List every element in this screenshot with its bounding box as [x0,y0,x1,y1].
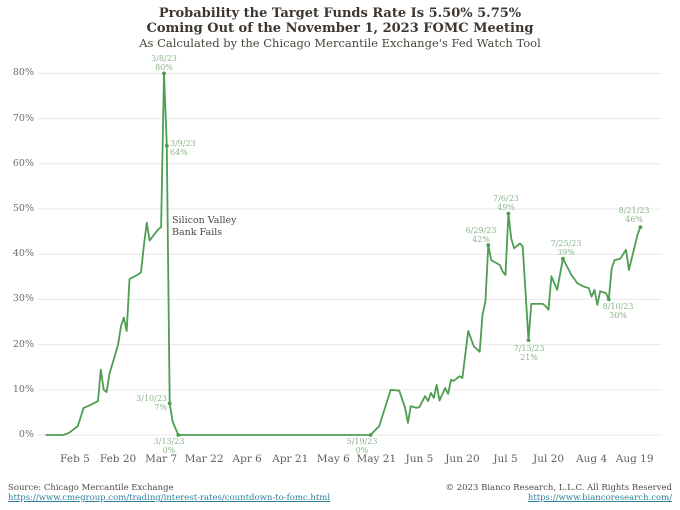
annotation-value: 0% [162,446,176,455]
data-point-marker [162,71,166,76]
x-axis-tick-label: Feb 20 [99,453,137,465]
svb-fails-note-line1: Silicon Valley [172,215,237,226]
annotation-label: 3/8/23 80% [129,54,199,72]
annotation-label: 7/6/23 49% [471,194,541,212]
data-point-marker [486,243,491,248]
y-axis-tick-label: 10% [12,383,34,395]
y-axis-tick-label: 40% [12,248,34,260]
source-link[interactable]: https://www.cmegroup.com/trading/interes… [8,493,331,503]
chart-title-block: Probability the Target Funds Rate Is 5.5… [0,6,680,50]
x-axis-tick-label: Jun 20 [445,453,480,465]
annotation-value: 49% [497,203,515,212]
annotation-label: 3/10/23 7% [97,394,167,412]
y-axis-tick-label: 50% [12,203,34,214]
y-axis-tick-label: 30% [12,293,34,305]
data-point-marker [606,297,611,302]
annotation-value: 42% [472,235,490,244]
annotation-value: 7% [154,403,167,412]
x-axis-tick-label: May 21 [356,453,397,465]
data-point-marker [167,401,172,406]
annotation-date: 5/19/23 [346,437,378,446]
data-point-marker [176,433,181,437]
x-axis-tick-label: Mar 22 [184,453,224,465]
annotation-date: 3/13/23 [153,437,185,446]
chart-title-line2: Coming Out of the November 1, 2023 FOMC … [146,21,534,36]
y-axis-tick-label: 60% [12,157,34,169]
x-axis-tick-label: Jul 5 [493,453,518,465]
svb-fails-note-line2: Bank Fails [172,226,223,238]
data-point-marker [561,256,565,261]
annotation-value: 64% [170,148,188,157]
source-text: Source: Chicago Mercantile Exchange [8,483,174,493]
x-axis-tick-label: Apr 6 [232,453,262,465]
y-axis-tick-label: 80% [12,67,34,79]
annotation-date: 7/6/23 [493,194,519,203]
annotation-label: 6/29/23 42% [446,226,516,244]
annotation-value: 80% [155,63,173,72]
copyright-link[interactable]: https://www.biancoresearch.com/ [527,493,672,503]
annotation-value: 39% [557,248,575,257]
copyright-block: © 2023 Bianco Research, L.L.C. All Right… [446,483,672,503]
y-axis-tick-label: 0% [18,429,34,440]
data-point-marker [164,143,169,148]
annotation-label: 8/10/23 30% [583,302,653,320]
annotation-label: 7/13/23 21% [494,344,564,362]
x-axis-tick-label: Mar 7 [145,453,178,465]
x-axis-tick-label: Apr 21 [272,453,309,465]
svb-fails-note: Silicon Valley Bank Fails [172,215,237,238]
annotation-date: 3/9/23 [170,139,196,148]
x-axis-tick-label: Aug 4 [576,453,608,465]
y-axis-tick-label: 70% [12,112,34,124]
x-axis-tick-label: Feb 5 [60,453,90,465]
copyright-text: © 2023 Bianco Research, L.L.C. All Right… [445,483,672,493]
chart-title-line1: Probability the Target Funds Rate Is 5.5… [158,6,522,21]
x-axis-tick-label: Aug 19 [615,453,654,465]
annotation-date: 6/29/23 [465,226,497,235]
data-point-marker [638,225,643,230]
annotation-value: 0% [355,446,369,455]
annotation-value: 46% [625,215,643,224]
annotation-date: 8/10/23 [602,302,634,311]
y-axis-tick-label: 20% [12,338,34,350]
x-axis-tick-label: Jun 5 [405,453,434,465]
annotation-label: 8/21/23 46% [599,206,669,224]
chart-subtitle: As Calculated by the Chicago Mercantile … [139,36,541,50]
annotation-date: 3/8/23 [151,54,177,63]
annotation-label: 3/13/23 0% [134,437,204,455]
data-point-marker [368,433,373,437]
data-point-marker [506,211,511,216]
x-axis-tick-label: Jul 20 [533,453,565,465]
annotation-value: 30% [609,311,627,320]
data-point-marker [526,338,531,342]
annotation-label: 3/9/23 64% [170,139,240,157]
source-block: Source: Chicago Mercantile Exchange http… [8,483,330,503]
annotation-date: 7/25/23 [550,239,582,248]
annotation-date: 7/13/23 [513,344,545,353]
annotation-value: 21% [520,353,538,362]
annotation-date: 3/10/23 [136,394,167,403]
annotation-date: 8/21/23 [618,206,650,215]
annotation-label: 7/25/23 39% [531,239,601,257]
annotation-label: 5/19/23 0% [327,437,397,455]
probability-line [45,72,642,436]
x-axis-tick-label: May 6 [316,453,350,465]
